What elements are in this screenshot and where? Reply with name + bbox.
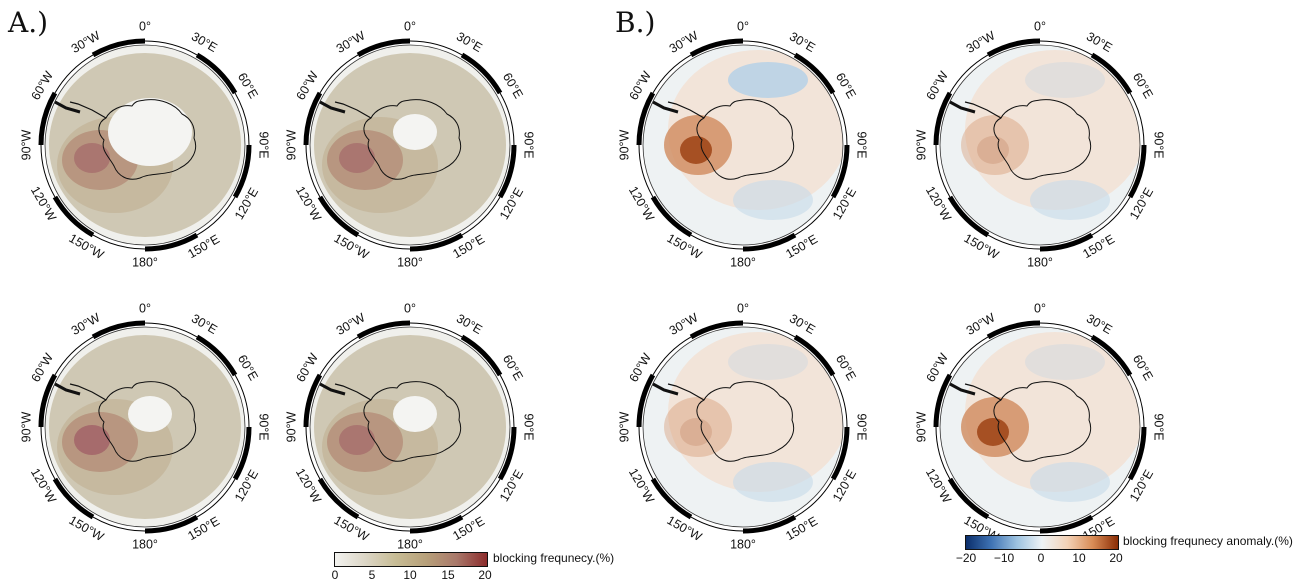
longitude-label: 60°E [500,352,526,383]
longitude-label: 30°E [454,29,485,55]
longitude-label: 180° [397,537,423,551]
longitude-label: 180° [1027,255,1053,269]
colorbar-anomaly-gradient [966,536,1118,549]
longitude-label: 30°E [787,311,818,337]
colorbar-frequency-tick: 0 [331,568,339,582]
longitude-label: 0° [737,301,749,315]
panel-b-label: B.) [615,6,656,39]
polar-map: 0°30°E60°E90°E120°E150°E180°150°W120°W90… [914,301,1166,551]
map-a-bottom-left: 0° 30°E 60°E 90°E 120°E 150°E 180° 150°W 120°W 90… [0,282,290,572]
longitude-label: 90°E [257,413,271,440]
map-b-top-left: 0° 30°E 60°E 90°E 120°E 150°E 180° 150°W 120°W 90… [598,0,888,290]
longitude-label: 120°W [28,184,59,224]
longitude-label: 90°W [617,411,631,442]
colorbar-anomaly-tick: 0 [1037,551,1045,565]
longitude-label: 150°W [332,231,372,262]
colorbar-frequency-tick: 20 [478,568,492,582]
polar-map: 0°30°E60°E90°E120°E150°E180°150°W120°W90… [617,301,869,551]
longitude-label: 0° [1034,301,1046,315]
longitude-label: 0° [139,301,151,315]
longitude-label: 120°W [626,466,657,506]
longitude-label: 180° [132,537,158,551]
longitude-label: 150°W [332,513,372,544]
longitude-label: 180° [730,537,756,551]
longitude-label: 30°E [454,311,485,337]
longitude-label: 90°W [284,411,298,442]
longitude-label: 60°E [235,352,261,383]
longitude-label: 150°W [67,513,107,544]
longitude-label: 90°W [914,129,928,160]
longitude-label: 180° [730,255,756,269]
longitude-label: 150°W [665,231,705,262]
longitude-label: 180° [132,255,158,269]
polar-map: 0°30°E60°E90°E120°E150°E180°150°W120°W90… [19,301,271,551]
longitude-label: 120°W [293,184,324,224]
map-b-bottom-right: 0°30°E60°E90°E120°E150°E180°150°W120°W90… [895,282,1185,572]
longitude-label: 90°W [617,129,631,160]
longitude-label: 60°E [500,70,526,101]
map-a-top-right: 0° 30°E 60°E 90°E 120°E 150°E 180° 150°W 120°W 90… [265,0,555,290]
longitude-label: 0° [139,19,151,33]
colorbar-anomaly-tick: 10 [1072,551,1086,565]
longitude-label: 120°W [28,466,59,506]
longitude-label: 90°E [257,131,271,158]
colorbar-frequency-tick: 10 [403,568,417,582]
longitude-label: 0° [1034,19,1046,33]
longitude-label: 30°E [189,29,220,55]
longitude-label: 120°W [923,466,954,506]
colorbar-frequency-tick: 15 [441,568,455,582]
longitude-label: 150°W [962,231,1002,262]
longitude-label: 30°E [189,311,220,337]
longitude-label: 90°E [1152,413,1166,440]
colorbar-frequency-title: blocking frequnecy.(%) [493,551,615,565]
colorbar-frequency-tick: 5 [368,568,376,582]
colorbar-anomaly-tick: −20 [955,551,977,565]
colorbar-anomaly-tick: 20 [1109,551,1123,565]
longitude-label: 180° [397,255,423,269]
map-a-top-left: 0° 30°E 60°E 90°E 120°E 150°E 180° 150°W 120°W 90… [0,0,290,290]
longitude-label: 60°E [833,352,859,383]
polar-map: 0°30°E60°E90°E120°E150°E180°150°W120°W90… [19,19,271,269]
polar-map: 0°30°E60°E90°E120°E150°E180°150°W120°W90… [617,19,869,269]
longitude-label: 30°E [1084,311,1115,337]
longitude-label: 90°E [855,131,869,158]
polar-map: 0°30°E60°E90°E120°E150°E180°150°W120°W90… [914,19,1166,269]
longitude-label: 120°W [626,184,657,224]
longitude-label: 0° [737,19,749,33]
longitude-label: 30°E [787,29,818,55]
longitude-label: 0° [404,301,416,315]
longitude-label: 120°W [293,466,324,506]
polar-map: 0°30°E60°E90°E120°E150°E180°150°W120°W90… [284,301,536,551]
longitude-label: 90°W [914,411,928,442]
longitude-label: 30°E [1084,29,1115,55]
polar-map: 0°30°E60°E90°E120°E150°E180°150°W120°W90… [284,19,536,269]
longitude-label: 60°E [1130,352,1156,383]
longitude-label: 90°E [522,131,536,158]
longitude-label: 150°W [665,513,705,544]
longitude-label: 60°E [1130,70,1156,101]
longitude-label: 90°W [19,129,33,160]
longitude-label: 60°E [235,70,261,101]
longitude-label: 90°W [19,411,33,442]
panel-a-label: A.) [8,6,49,39]
colorbar-frequency [334,552,488,567]
map-a-bottom-right: 0° 30°E 60°E 90°E 120°E 150°E 180° 150°W 120°W 90… [265,282,555,572]
longitude-label: 90°E [855,413,869,440]
longitude-label: 150°W [67,231,107,262]
map-b-bottom-left: 0° 30°E 60°E 90°E 120°E 150°E 180° 150°W 120°W 90… [598,282,888,572]
colorbar-anomaly-title: blocking frequnecy anomaly.(%) [1123,534,1293,548]
colorbar-anomaly-tick: −10 [993,551,1015,565]
colorbar-frequency-gradient [335,553,487,566]
longitude-label: 60°E [833,70,859,101]
colorbar-anomaly [965,535,1119,550]
longitude-label: 90°W [284,129,298,160]
map-b-top-right: 0° 30°E 60°E 90°E 120°E 150°E 180° 150°W 120°W 90… [895,0,1185,290]
longitude-label: 90°E [1152,131,1166,158]
longitude-label: 0° [404,19,416,33]
longitude-label: 90°E [522,413,536,440]
longitude-label: 120°W [923,184,954,224]
